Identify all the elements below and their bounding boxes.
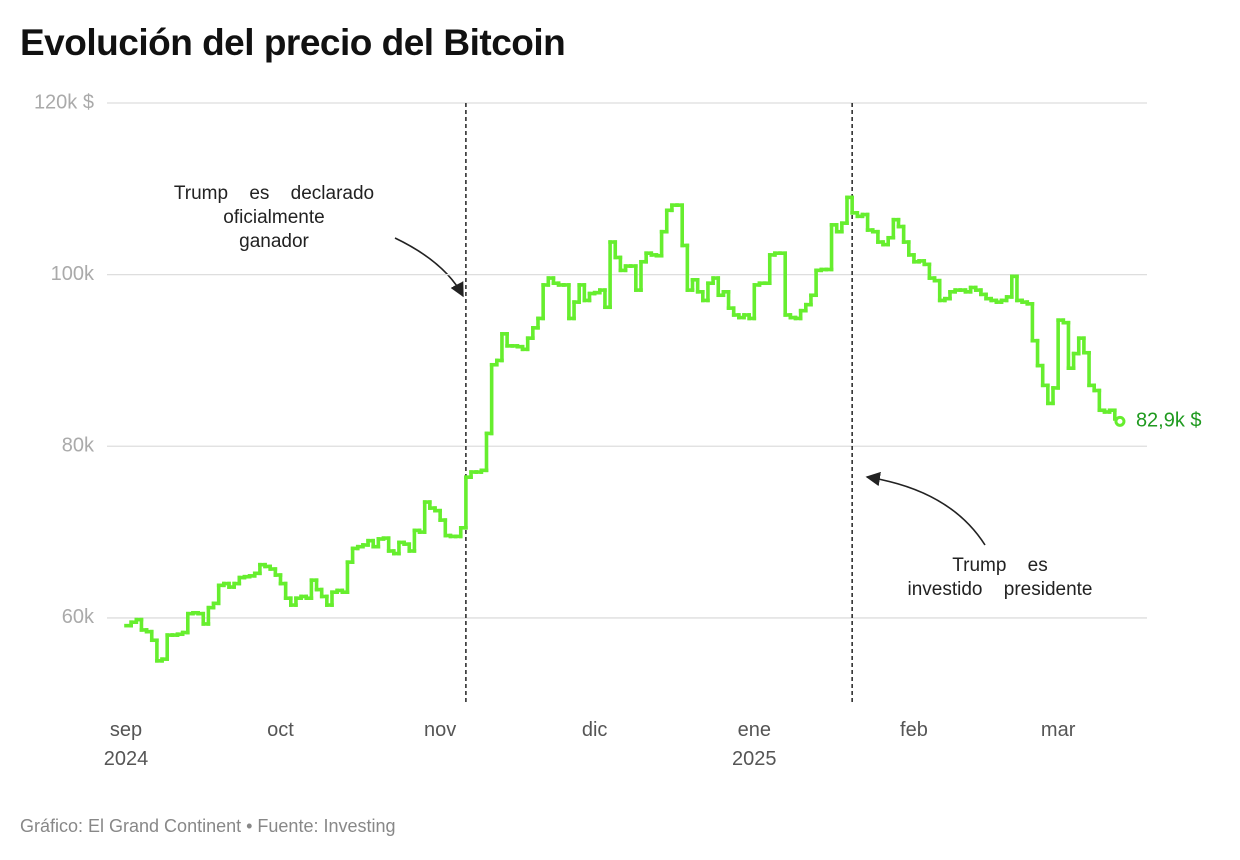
y-tick-label: 80k [62, 435, 95, 457]
y-tick-label: 60k [62, 606, 95, 628]
end-point [1114, 415, 1126, 427]
end-label: 82,9k $ [1136, 410, 1202, 432]
chart-title: Evolución del precio del Bitcoin [20, 22, 566, 63]
x-tick-label: nov [424, 719, 457, 741]
x-tick-label: oct [267, 719, 294, 741]
x-tick-label: ene 2025 [732, 719, 777, 770]
annotation: Trump es investido presidente [907, 555, 1093, 600]
source-note: Gráfico: El Grand Continent • Fuente: In… [20, 816, 396, 836]
y-tick-label: 100k [51, 263, 95, 285]
y-tick-label: 120k $ [34, 91, 94, 113]
annotation: Trump es declarado oficialmente ganador [173, 183, 375, 252]
annotation-arrow [865, 471, 986, 546]
x-tick-label: mar [1040, 719, 1076, 741]
x-tick-label: sep 2024 [103, 719, 149, 770]
annotation-arrow [394, 237, 464, 298]
x-tick-label: dic [581, 719, 608, 741]
x-tick-label: feb [900, 719, 928, 741]
